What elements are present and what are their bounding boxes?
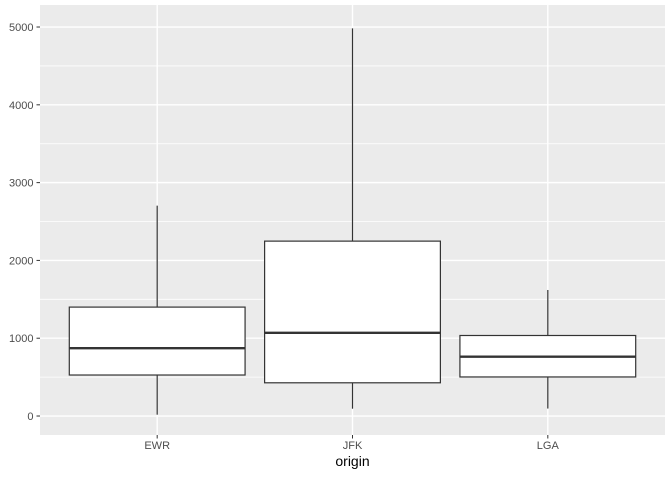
y-tick-label-2: 2000 (9, 255, 33, 267)
y-tick-label-5: 5000 (9, 22, 33, 34)
box-JFK (264, 240, 441, 384)
y-tick-label-0: 0 (27, 411, 33, 423)
x-tick-label-1: JFK (343, 440, 363, 452)
x-axis-title: origin (335, 453, 369, 469)
x-tick-label-2: LGA (537, 440, 560, 452)
box-EWR (68, 306, 246, 376)
y-tick-label-1: 1000 (9, 333, 33, 345)
y-tick-label-4: 4000 (9, 100, 33, 112)
x-tick-label-0: EWR (144, 440, 170, 452)
y-tick-label-3: 3000 (9, 178, 33, 190)
